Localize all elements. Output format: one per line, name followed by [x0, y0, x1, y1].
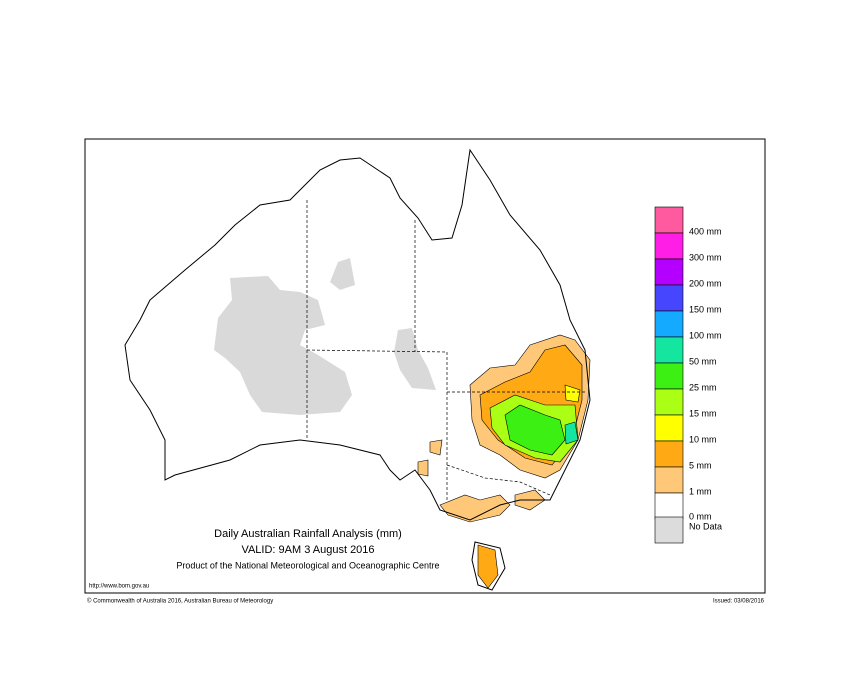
legend-swatch: [654, 206, 684, 234]
legend-label: 15 mm: [689, 408, 717, 418]
legend-label: 50 mm: [689, 356, 717, 366]
legend-swatch: [654, 440, 684, 468]
url: http://www.bom.gov.au: [89, 584, 149, 590]
legend-label: 1 mm: [689, 486, 712, 496]
legend-label: 0 mm: [689, 511, 712, 521]
legend-swatch: [654, 310, 684, 338]
legend-swatch: [654, 466, 684, 494]
legend-swatch: [654, 362, 684, 390]
state-borders: [306, 200, 585, 500]
product-note: Product of the National Meteorological a…: [176, 560, 439, 570]
legend-swatch: [654, 516, 684, 544]
legend-label: 150 mm: [689, 304, 722, 314]
legend-swatch: [654, 492, 684, 520]
copyright: © Commonwealth of Australia 2016, Austra…: [87, 598, 273, 605]
map-title: Daily Australian Rainfall Analysis (mm): [214, 528, 402, 540]
legend-label: 300 mm: [689, 252, 722, 262]
legend-label: 25 mm: [689, 382, 717, 392]
legend-label: 200 mm: [689, 278, 722, 288]
legend-label: 5 mm: [689, 460, 712, 470]
legend-label: No Data: [689, 521, 722, 531]
legend-label: 10 mm: [689, 434, 717, 444]
legend: 400 mm 300 mm 200 mm 150 mm 100 mm 50 mm 25 mm…: [654, 206, 722, 544]
legend-swatch: [654, 388, 684, 416]
issued-date: Issued: 03/08/2016: [713, 599, 765, 605]
rainfall-areas: [417, 334, 591, 589]
no-data-areas: [214, 258, 436, 415]
coastline: [124, 148, 591, 591]
legend-swatch: [654, 258, 684, 286]
legend-swatch: [654, 232, 684, 260]
valid-time: VALID: 9AM 3 August 2016: [241, 544, 374, 556]
legend-label: 100 mm: [689, 330, 722, 340]
legend-swatch: [654, 336, 684, 364]
legend-swatch: [654, 414, 684, 442]
legend-swatch: [654, 284, 684, 312]
legend-label: 400 mm: [689, 226, 722, 236]
